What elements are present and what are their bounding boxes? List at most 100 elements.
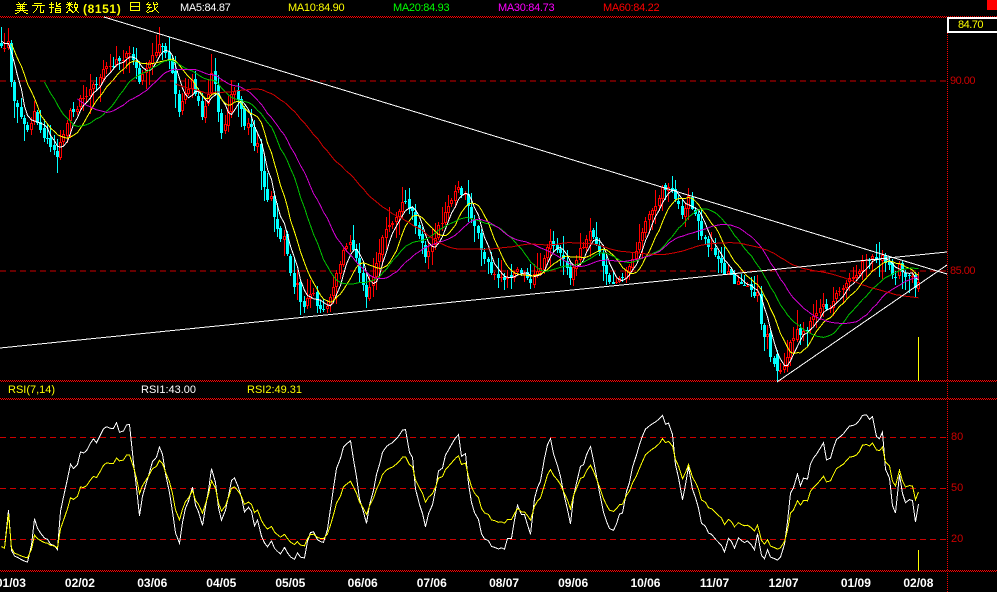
- candle: [852, 267, 855, 282]
- candle: [595, 222, 598, 246]
- candle: [671, 176, 674, 193]
- page-title: (8151): [15, 2, 160, 16]
- candle: [240, 96, 243, 127]
- candle: [776, 350, 779, 381]
- candle: [250, 109, 253, 143]
- candle: [569, 263, 572, 285]
- rsi-scale-label-80: 80: [951, 431, 964, 443]
- rsi1-value-label: RSI1:43.00: [141, 384, 197, 396]
- candle: [148, 60, 151, 85]
- candle: [500, 260, 503, 282]
- candle: [299, 279, 302, 315]
- candle: [286, 231, 289, 256]
- candle: [66, 120, 69, 143]
- candle: [720, 247, 723, 273]
- candle: [375, 252, 378, 290]
- rsi2-value-label: RSI2:49.31: [247, 384, 303, 396]
- candle: [704, 235, 707, 244]
- candle: [700, 208, 703, 240]
- candle: [76, 106, 79, 115]
- candle: [523, 271, 526, 282]
- candle: [589, 218, 592, 257]
- candle: [427, 241, 430, 269]
- date-label-02-02: 02/02: [64, 576, 95, 590]
- candle: [263, 155, 266, 201]
- candle: [635, 242, 638, 261]
- corner-marker[interactable]: [987, 0, 997, 10]
- main-bar-marker: [918, 337, 919, 381]
- candle: [109, 54, 112, 72]
- candle: [358, 243, 361, 282]
- candle: [470, 193, 473, 223]
- candle: [911, 272, 914, 283]
- date-label-12-07: 12/07: [768, 576, 799, 590]
- candle: [26, 122, 29, 132]
- candle: [168, 37, 171, 69]
- candle: [270, 191, 273, 201]
- candle: [444, 202, 447, 225]
- candle: [497, 258, 500, 288]
- candle: [46, 124, 49, 144]
- candle: [792, 327, 795, 354]
- candle: [602, 249, 605, 281]
- trendline-1[interactable]: [103, 16, 948, 275]
- date-label-07-06: 07/06: [416, 576, 447, 590]
- candle: [414, 204, 417, 234]
- candle: [135, 48, 138, 79]
- candle: [326, 301, 329, 313]
- candle: [89, 74, 92, 114]
- candle: [460, 186, 463, 198]
- candle: [385, 217, 388, 249]
- candle: [543, 255, 546, 274]
- candle: [520, 268, 523, 276]
- candle: [783, 353, 786, 373]
- date-label-04-05: 04/05: [206, 576, 237, 590]
- candle: [102, 60, 105, 81]
- candle: [865, 254, 868, 277]
- candle: [661, 185, 664, 211]
- ma10-line: [11, 44, 919, 355]
- candle: [710, 232, 713, 251]
- candle: [178, 90, 181, 117]
- date-label-01-09: 01/09: [840, 576, 871, 590]
- svg-text:(8151): (8151): [83, 2, 121, 16]
- candle: [467, 180, 470, 222]
- candle: [510, 264, 513, 289]
- candle: [654, 190, 657, 224]
- candle: [289, 254, 292, 276]
- candle: [115, 46, 118, 67]
- candle: [556, 238, 559, 253]
- candle: [273, 191, 276, 232]
- candle: [10, 40, 13, 87]
- title-glyph: [32, 3, 45, 13]
- candle: [450, 198, 453, 207]
- candle: [888, 257, 891, 270]
- candle: [362, 263, 365, 291]
- main-rsi-separator: [0, 380, 997, 382]
- trendline-3[interactable]: [776, 264, 948, 383]
- candle: [158, 27, 161, 57]
- trendline-2[interactable]: [0, 251, 948, 349]
- candle: [552, 231, 555, 252]
- candle: [582, 242, 585, 249]
- candle: [835, 290, 838, 303]
- candle: [638, 224, 641, 253]
- date-label-06-06: 06/06: [347, 576, 378, 590]
- candle: [349, 235, 352, 252]
- candle: [171, 56, 174, 74]
- candle: [355, 244, 358, 262]
- candle: [842, 285, 845, 304]
- candle: [802, 322, 805, 341]
- candle: [441, 207, 444, 231]
- ma-legend-4: MA30:84.73: [498, 2, 555, 14]
- candle: [332, 276, 335, 304]
- rsi1-line: [1, 414, 919, 563]
- candle: [644, 217, 647, 238]
- candle: [681, 199, 684, 219]
- candle: [901, 261, 904, 289]
- candle: [53, 135, 56, 155]
- rsi2-line: [1, 437, 919, 559]
- candle: [391, 221, 394, 229]
- candle: [404, 190, 407, 204]
